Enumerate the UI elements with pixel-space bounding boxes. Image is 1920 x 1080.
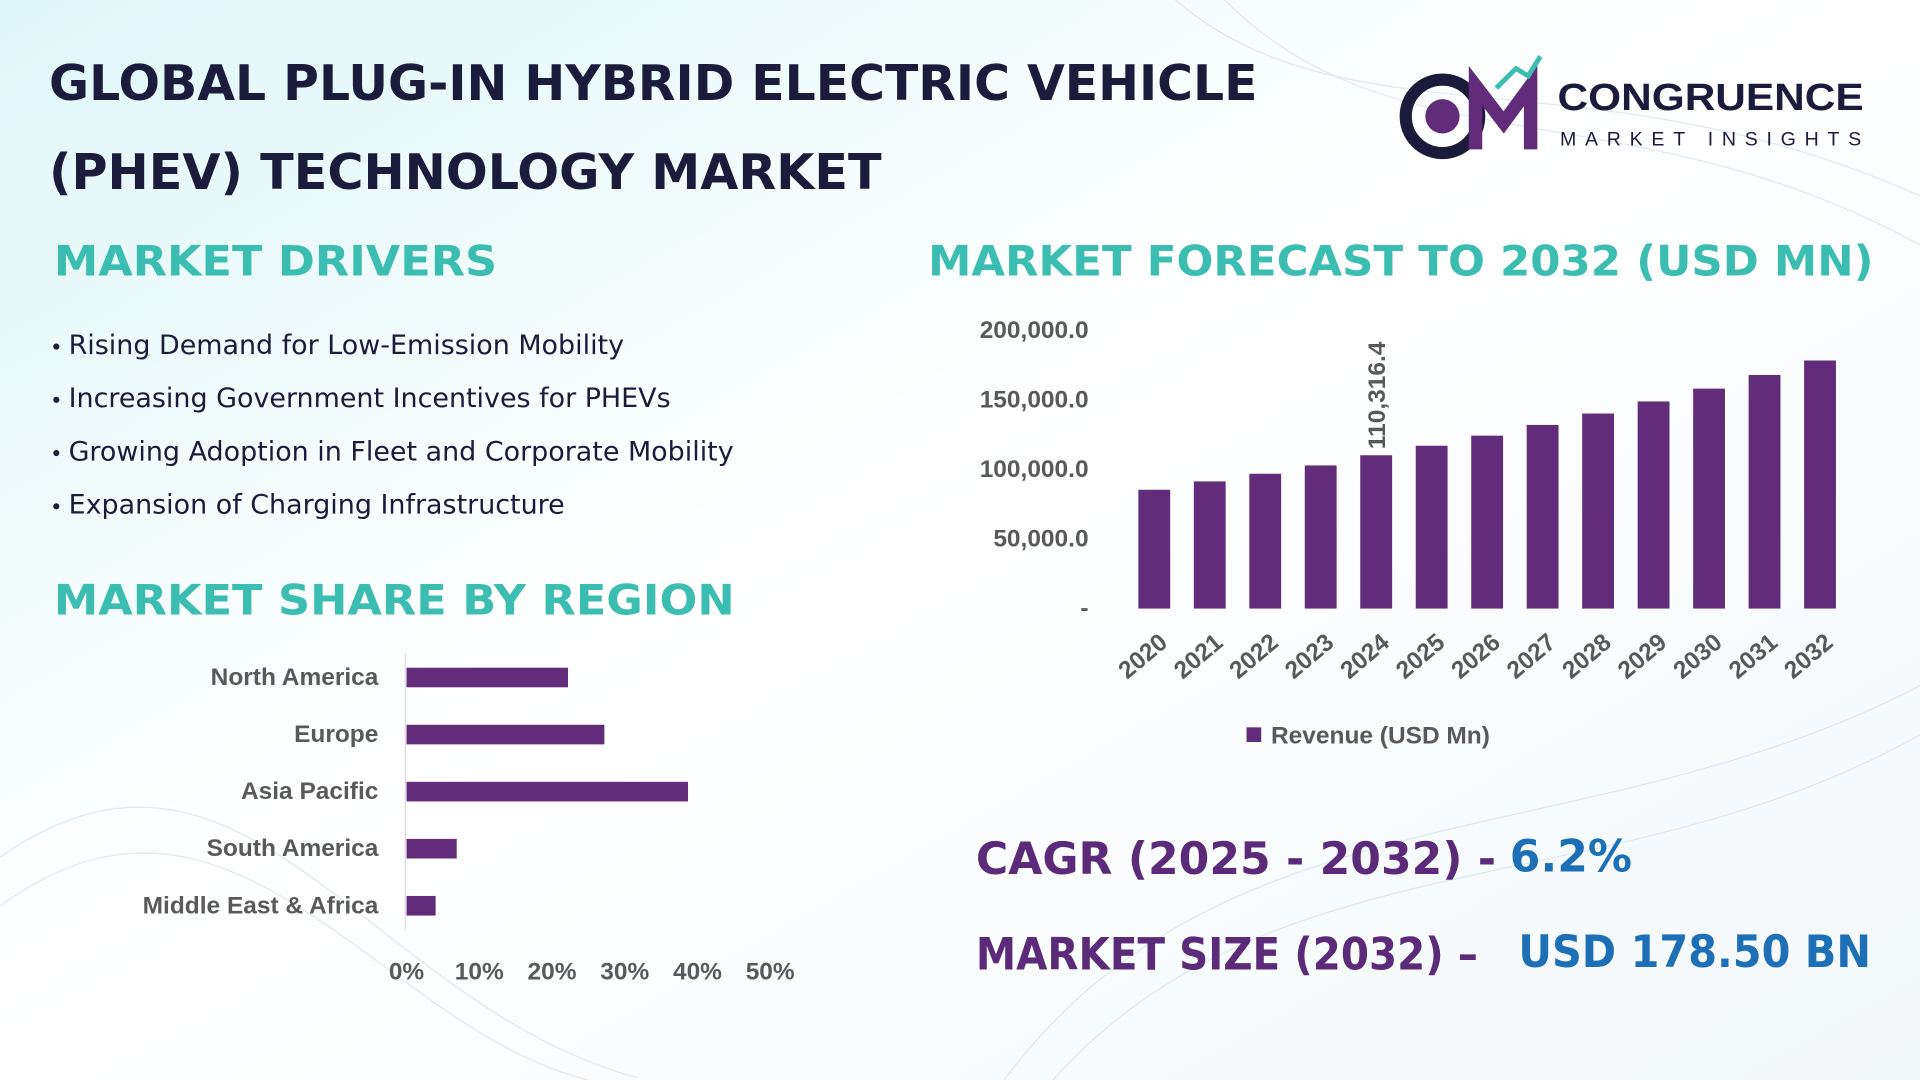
y-tick-label: 50,000.0 [993, 526, 1088, 553]
bar [1249, 473, 1282, 609]
driver-item: Growing Adoption in Fleet and Corporate … [69, 436, 734, 467]
bar [1415, 445, 1448, 609]
x-tick-label: 40% [673, 959, 722, 986]
x-tick-label: 0% [389, 959, 425, 986]
bar [406, 781, 689, 802]
forecast-chart: -50,000.0100,000.0150,000.0200,000.02020… [980, 317, 1839, 749]
bar [406, 667, 569, 688]
section-heading: MARKET DRIVERS [54, 236, 497, 285]
legend-swatch [1246, 727, 1262, 743]
x-tick-label: 50% [746, 959, 795, 986]
bullet [53, 450, 60, 457]
logo-name: CONGRUENCE [1558, 77, 1864, 119]
y-tick-label: South America [207, 835, 379, 862]
bar [1193, 481, 1226, 609]
logo-globe [1425, 99, 1460, 134]
bar [1637, 401, 1670, 609]
region-chart: 0% 10% 20% 30% 40% 50% North America Europe Asia… [143, 653, 795, 986]
cagr-label: CAGR (2025 - 2032) - [976, 834, 1496, 885]
logo-tagline: MARKET INSIGHTS [1560, 129, 1861, 151]
x-tick-label: 10% [455, 959, 504, 986]
logo: CONGRUENCE MARKET INSIGHTS [1399, 55, 1864, 160]
section-heading: MARKET SHARE BY REGION [54, 576, 735, 625]
logo-arrow [1494, 55, 1543, 90]
driver-item: Rising Demand for Low-Emission Mobility [69, 330, 625, 361]
bar [1304, 465, 1337, 609]
size-value: USD 178.50 BN [1518, 927, 1871, 978]
y-tick-label: Asia Pacific [241, 778, 378, 805]
y-tick-label: - [1080, 595, 1088, 622]
x-tick-label: 20% [528, 959, 577, 986]
bar [1693, 388, 1725, 609]
logo-m [1468, 65, 1538, 150]
drivers-list: Rising Demand for Low-Emission Mobility I… [53, 330, 734, 521]
title-line: GLOBAL PLUG-IN HYBRID ELECTRIC VEHICLE [49, 55, 1258, 112]
driver-item: Expansion of Charging Infrastructure [69, 490, 565, 521]
title-line: (PHEV) TECHNOLOGY MARKET [49, 144, 882, 201]
bar [1526, 424, 1559, 609]
bar [1804, 360, 1836, 609]
bar [406, 838, 457, 859]
bar [406, 724, 605, 745]
data-label: 110,316.4 [1364, 341, 1391, 449]
bar [1138, 489, 1171, 609]
section-heading: MARKET FORECAST TO 2032 (USD MN) [928, 236, 1873, 285]
y-tick-label: North America [211, 664, 379, 691]
y-tick-label: 200,000.0 [980, 317, 1089, 344]
bar [1748, 374, 1781, 609]
cagr-value: 6.2% [1510, 832, 1632, 883]
size-label: MARKET SIZE (2032) – [976, 930, 1478, 981]
bar [1471, 435, 1504, 609]
bar [406, 895, 436, 916]
legend-label: Revenue (USD Mn) [1271, 722, 1490, 749]
bullet [53, 396, 60, 403]
bullet [53, 503, 60, 510]
y-tick-label: Europe [294, 721, 378, 748]
x-tick-label: 30% [600, 959, 649, 986]
driver-item: Increasing Government Incentives for PHE… [69, 383, 671, 414]
y-tick-label: 150,000.0 [980, 387, 1089, 414]
y-tick-label: 100,000.0 [980, 456, 1089, 483]
bar [1360, 455, 1393, 609]
bullet [53, 343, 60, 350]
bar [1582, 413, 1615, 609]
y-tick-label: Middle East & Africa [143, 892, 379, 919]
